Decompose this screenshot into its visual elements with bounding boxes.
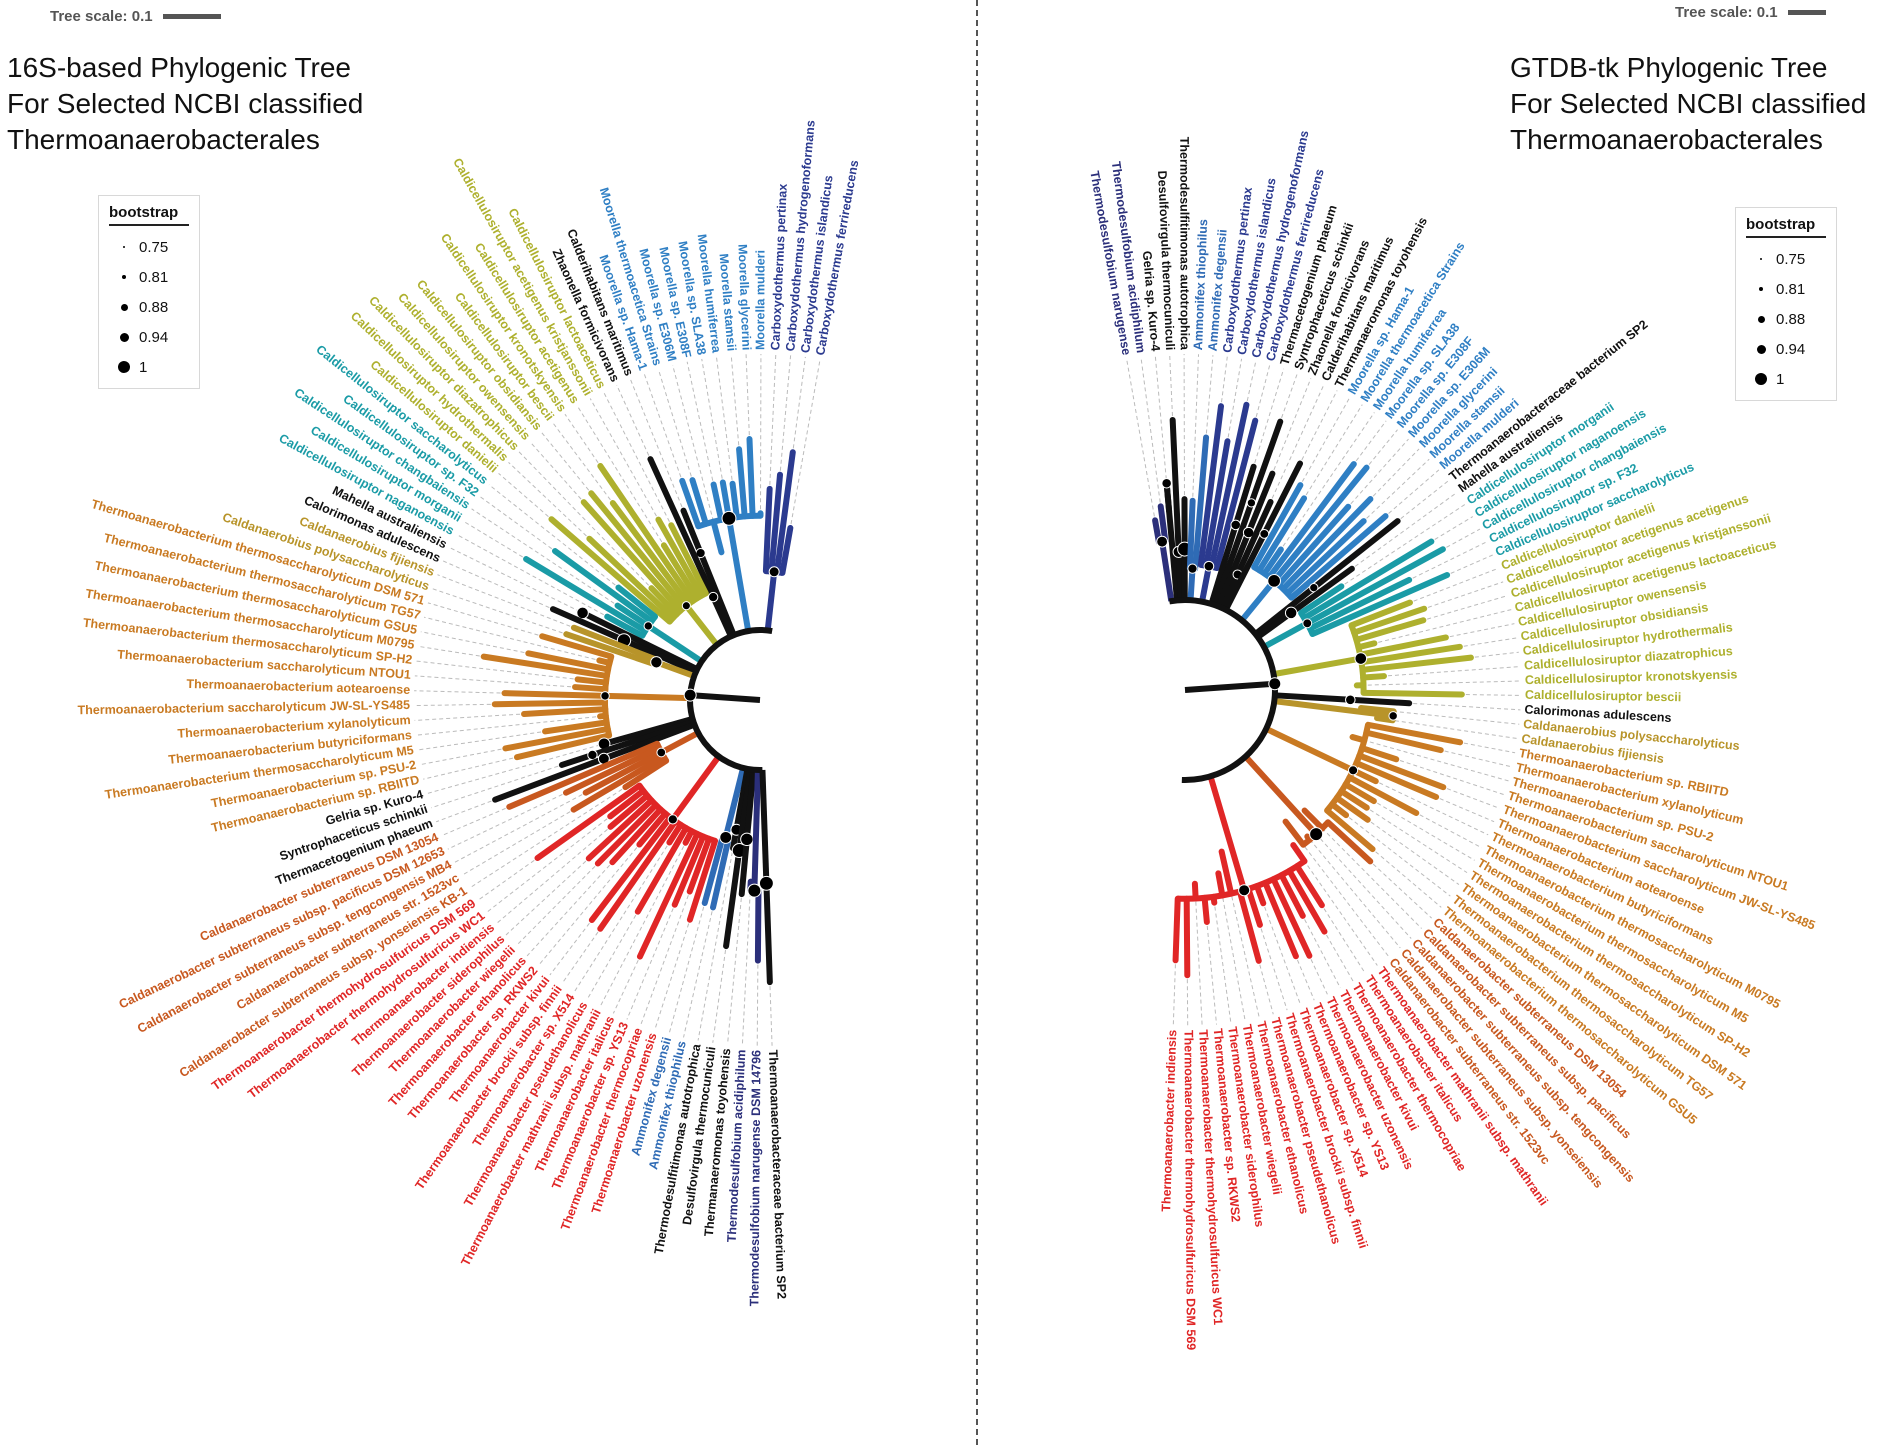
left-legend-value-3: 0.88 xyxy=(139,298,169,316)
right-legend-row-3: 0.88 xyxy=(1746,304,1826,334)
left-legend-value-5: 1 xyxy=(139,358,148,376)
legend-dot-icon xyxy=(1755,373,1767,385)
left-scale-bar xyxy=(162,14,221,19)
right-title-line-2: For Selected NCBI classified xyxy=(1510,88,1867,119)
right-legend-value-3: 0.88 xyxy=(1776,310,1806,328)
right-legend-value-4: 0.94 xyxy=(1776,340,1806,358)
left-legend-row-4: 0.94 xyxy=(109,322,189,352)
right-scale-bar xyxy=(1787,10,1826,15)
right-tree-scale: Tree scale: 0.1 xyxy=(1675,4,1826,21)
left-title-line-1: 16S-based Phylogenic Tree xyxy=(7,52,351,83)
legend-dot-icon xyxy=(119,332,129,342)
legend-dot-icon xyxy=(1756,344,1766,354)
right-legend-row-4: 0.94 xyxy=(1746,334,1826,364)
right-legend-row-5: 1 xyxy=(1746,364,1826,394)
right-legend-value-5: 1 xyxy=(1776,370,1785,388)
right-title-line-1: GTDB-tk Phylogenic Tree xyxy=(1510,52,1828,83)
legend-dot-icon xyxy=(1759,287,1763,291)
left-title-line-2: For Selected NCBI classified xyxy=(7,88,364,119)
panel-divider xyxy=(976,0,978,1445)
left-legend-row-2: 0.81 xyxy=(109,262,189,292)
right-tree-title: GTDB-tk Phylogenic Tree For Selected NCB… xyxy=(1510,50,1866,158)
left-tree-panel: Tree scale: 0.1 16S-based Phylogenic Tre… xyxy=(0,0,950,1445)
left-legend-value-1: 0.75 xyxy=(139,238,169,256)
left-legend-row-1: 0.75 xyxy=(109,232,189,262)
left-legend-title: bootstrap xyxy=(109,204,189,226)
left-legend-row-3: 0.88 xyxy=(109,292,189,322)
left-tree-scale-label: Tree scale: 0.1 xyxy=(50,8,153,25)
right-legend-value-1: 0.75 xyxy=(1776,250,1806,268)
left-tree-scale: Tree scale: 0.1 xyxy=(50,8,221,25)
right-legend-row-1: 0.75 xyxy=(1746,244,1826,274)
legend-dot-icon xyxy=(120,303,128,311)
left-bootstrap-legend: bootstrap 0.75 0.81 0.88 0.94 1 xyxy=(98,195,200,389)
right-legend-title: bootstrap xyxy=(1746,216,1826,238)
right-bootstrap-legend: bootstrap 0.75 0.81 0.88 0.94 1 xyxy=(1735,207,1837,401)
left-title-line-3: Thermoanaerobacterales xyxy=(7,124,320,155)
right-legend-row-2: 0.81 xyxy=(1746,274,1826,304)
legend-dot-icon xyxy=(1760,258,1762,260)
legend-dot-icon xyxy=(123,246,125,248)
right-tree-scale-label: Tree scale: 0.1 xyxy=(1675,4,1778,21)
left-tree-title: 16S-based Phylogenic Tree For Selected N… xyxy=(7,50,363,158)
right-legend-value-2: 0.81 xyxy=(1776,280,1806,298)
legend-dot-icon xyxy=(122,275,126,279)
legend-dot-icon xyxy=(118,361,130,373)
right-tree-panel: Tree scale: 0.1 GTDB-tk Phylogenic Tree … xyxy=(955,0,1902,1445)
right-title-line-3: Thermoanaerobacterales xyxy=(1510,124,1823,155)
left-legend-value-2: 0.81 xyxy=(139,268,169,286)
legend-dot-icon xyxy=(1757,315,1765,323)
left-legend-value-4: 0.94 xyxy=(139,328,169,346)
left-legend-row-5: 1 xyxy=(109,352,189,382)
